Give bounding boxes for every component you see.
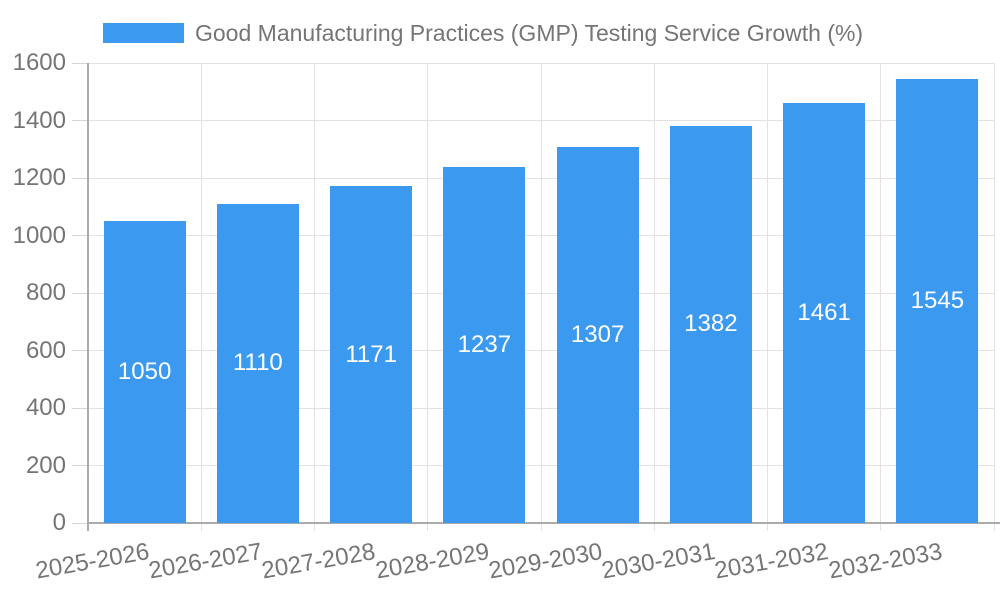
gridline-vertical [767,63,768,531]
bar-value-label: 1461 [797,298,851,326]
y-axis-label: 600 [25,336,66,364]
x-axis-label: 2026-2027 [146,538,265,585]
x-axis-label: 2030-2031 [599,538,718,585]
y-axis-label: 1000 [12,221,66,249]
y-axis-tick [72,62,88,64]
x-axis-line [88,522,1000,524]
x-axis-label: 2027-2028 [259,538,378,585]
legend-swatch [103,23,184,43]
bar [669,125,752,523]
gridline-vertical [314,63,315,531]
bar [896,78,979,523]
bar-value-label: 1382 [684,310,738,338]
bar [443,167,526,523]
y-axis-tick [72,292,88,294]
gridline-vertical [880,63,882,531]
bar [783,102,866,523]
y-axis-label: 1600 [12,49,66,76]
y-axis-label: 400 [25,394,66,421]
gridline-vertical [993,63,995,531]
y-axis-label: 1200 [12,164,66,191]
gridline-vertical [653,63,655,531]
bar [103,221,186,523]
y-axis-tick [72,120,88,121]
y-axis-tick [72,522,88,524]
x-axis-label: 2029-2030 [486,538,605,585]
bar-value-label: 1110 [232,349,283,377]
bar-value-label: 1171 [345,340,397,368]
gridline-vertical [540,63,542,531]
bar [216,203,299,523]
y-axis-line [87,63,89,531]
gridline-vertical [427,63,429,531]
bar-value-label: 1545 [910,286,965,314]
bar [330,186,413,523]
x-axis-label: 2031-2032 [712,538,831,585]
bar-value-label: 1307 [570,321,625,349]
y-axis-tick [72,407,88,409]
bar [556,147,639,523]
y-axis-tick [72,465,88,466]
x-axis-label: 2032-2033 [826,538,944,585]
y-axis-label: 800 [25,279,66,306]
x-axis-label: 2025-2026 [33,538,152,585]
legend-label: Good Manufacturing Practices (GMP) Testi… [195,20,864,46]
y-axis-tick [72,235,88,236]
y-axis-label: 1400 [12,106,66,134]
bar-value-label: 1237 [457,331,512,359]
bar-value-label: 1050 [117,358,172,386]
y-axis-label: 0 [52,509,66,536]
gridline-vertical [200,63,202,531]
y-axis-tick [72,177,88,179]
legend: Good Manufacturing Practices (GMP) Testi… [103,20,863,46]
x-axis-label: 2028-2029 [373,538,491,585]
y-axis-tick [72,350,88,351]
y-axis-label: 200 [25,451,66,479]
